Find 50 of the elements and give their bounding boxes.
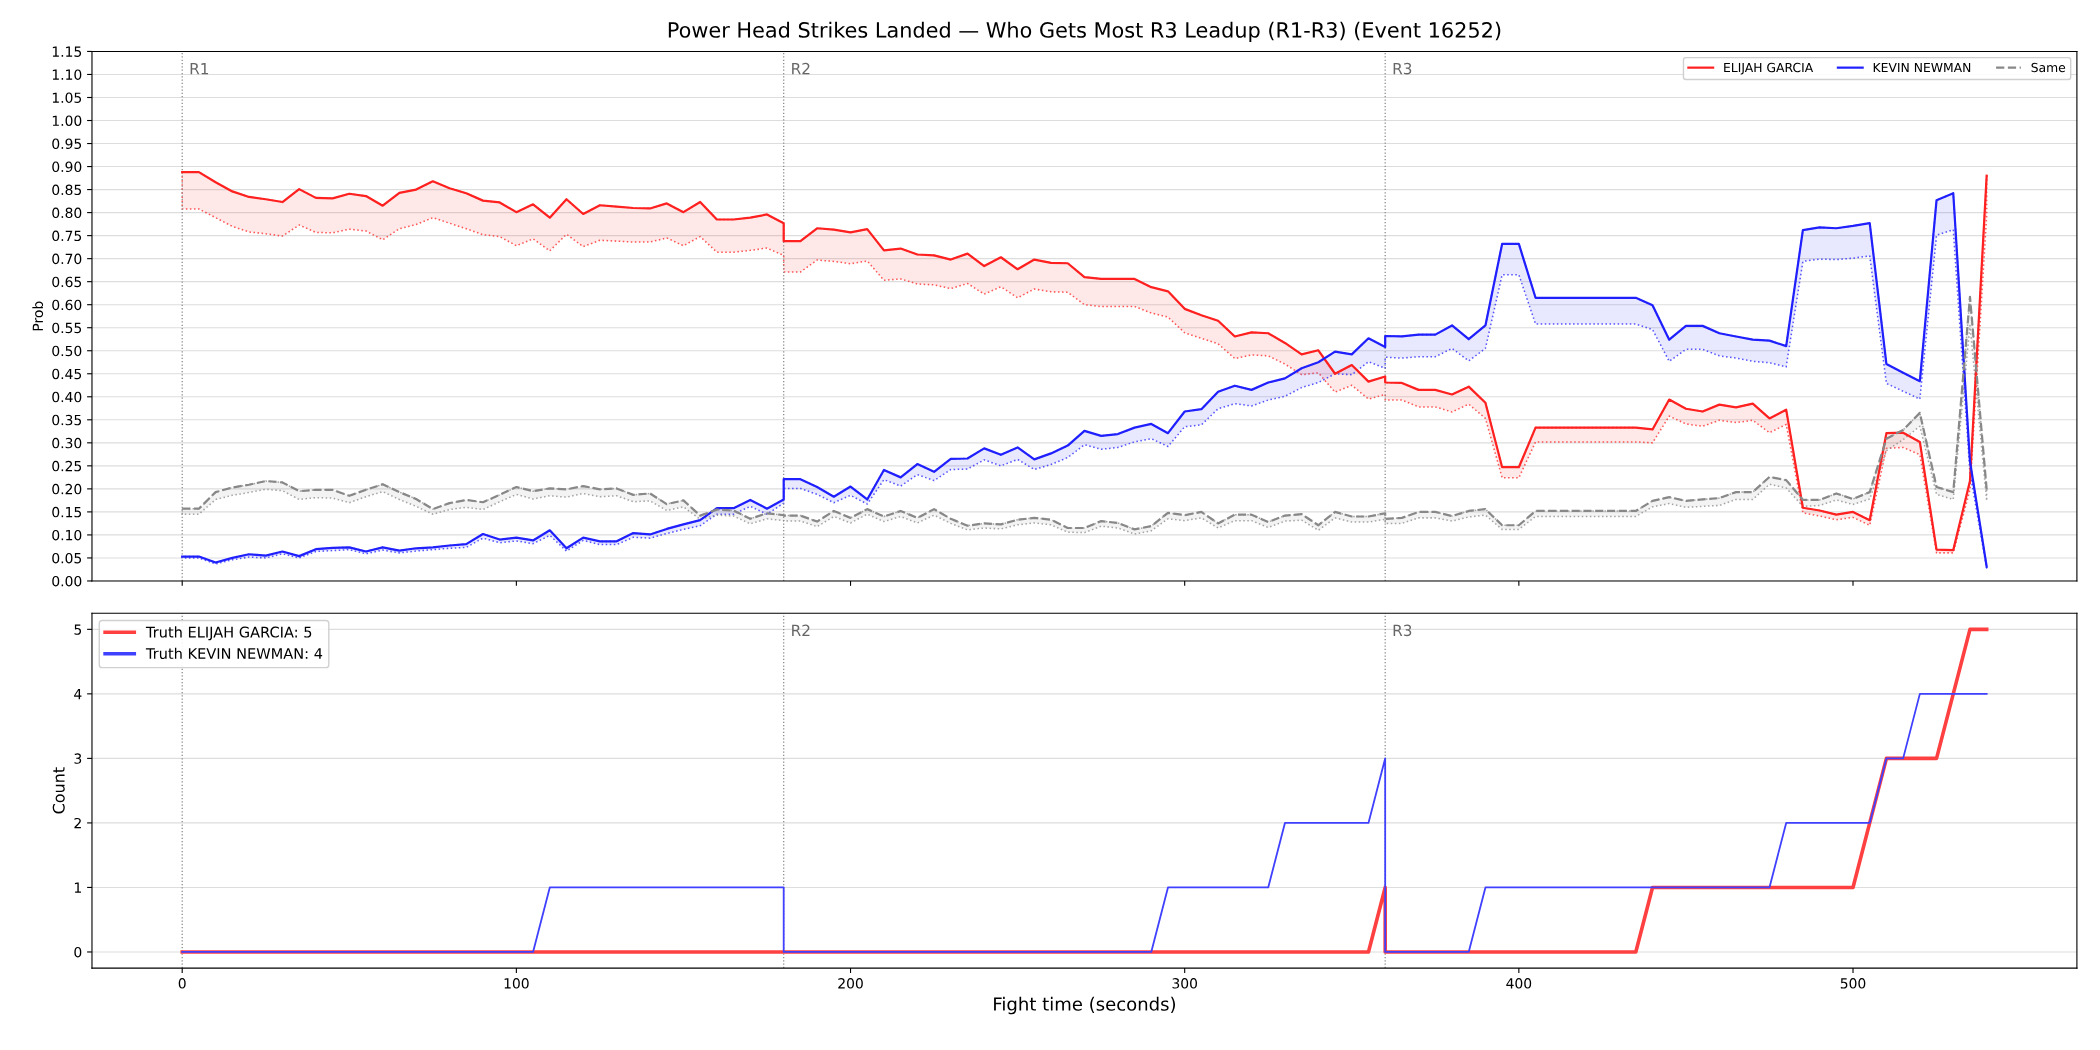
- legend-label: KEVIN NEWMAN: [1873, 62, 1971, 72]
- y-tick-label: 0.10: [52, 529, 82, 541]
- y-tick-label: 0.00: [52, 575, 82, 587]
- y-tick-label: 0.80: [52, 207, 82, 219]
- ref-line-label: R1: [190, 63, 209, 75]
- y-tick-label: 0.65: [52, 276, 82, 288]
- ref-line-label: R2: [792, 62, 810, 75]
- y-tick-label: 0.05: [52, 552, 82, 564]
- y-tick-label: 0.15: [52, 506, 82, 518]
- y-tick-label: 0.30: [52, 437, 82, 449]
- y-tick-label: 0.50: [52, 345, 82, 357]
- y-tick-label: 0.40: [52, 391, 82, 403]
- x-tick-label: 500: [1840, 978, 1866, 989]
- ref-line-label: R3: [1393, 62, 1412, 75]
- chart-title: Power Head Strikes Landed — Who Gets Most R3 Leadup (R1-R3) (Event 16252): [668, 21, 1501, 42]
- x-tick-label: 300: [1172, 978, 1198, 989]
- x-axis-title: Fight time (seconds): [994, 996, 1176, 1015]
- y-tick-label: 3: [74, 753, 82, 764]
- x-tick-label: 200: [838, 978, 863, 989]
- y-tick-label: 0: [74, 946, 82, 958]
- legend-label: Truth ELIJAH GARCIA: 5: [145, 626, 312, 641]
- y-axis-title: Prob: [32, 301, 44, 331]
- y-tick-label: 1.00: [52, 115, 82, 126]
- y-tick-label: 0.95: [52, 138, 82, 150]
- y-tick-label: 0.45: [52, 368, 82, 380]
- y-tick-label: 1: [74, 882, 81, 893]
- legend-label: Truth KEVIN NEWMAN: 4: [145, 647, 323, 660]
- legend-label: ELIJAH GARCIA: [1724, 62, 1814, 75]
- y-tick-label: 0.25: [52, 460, 82, 472]
- x-tick-label: 0: [178, 978, 186, 989]
- legend-label: Same: [2031, 62, 2066, 73]
- ref-line-label: R3: [1393, 624, 1412, 637]
- y-tick-label: 0.55: [52, 322, 82, 334]
- ref-line-label: R2: [792, 624, 810, 636]
- x-tick-label: 100: [504, 978, 529, 989]
- y-tick-label: 1.15: [52, 46, 82, 57]
- y-tick-label: 0.60: [52, 299, 82, 311]
- y-tick-label: 2: [74, 817, 81, 829]
- y-axis-title: Count: [52, 767, 65, 814]
- x-tick-label: 400: [1506, 978, 1532, 989]
- y-tick-label: 0.70: [52, 253, 82, 265]
- y-tick-label: 5: [74, 624, 82, 635]
- y-tick-label: 1.05: [52, 92, 82, 103]
- y-tick-label: 0.35: [52, 414, 82, 426]
- y-tick-label: 0.20: [52, 483, 82, 495]
- y-tick-label: 0.75: [52, 230, 82, 242]
- y-tick-label: 1.10: [52, 69, 82, 80]
- y-tick-label: 0.85: [52, 184, 82, 196]
- y-tick-label: 0.90: [52, 161, 82, 173]
- y-tick-label: 4: [74, 689, 82, 700]
